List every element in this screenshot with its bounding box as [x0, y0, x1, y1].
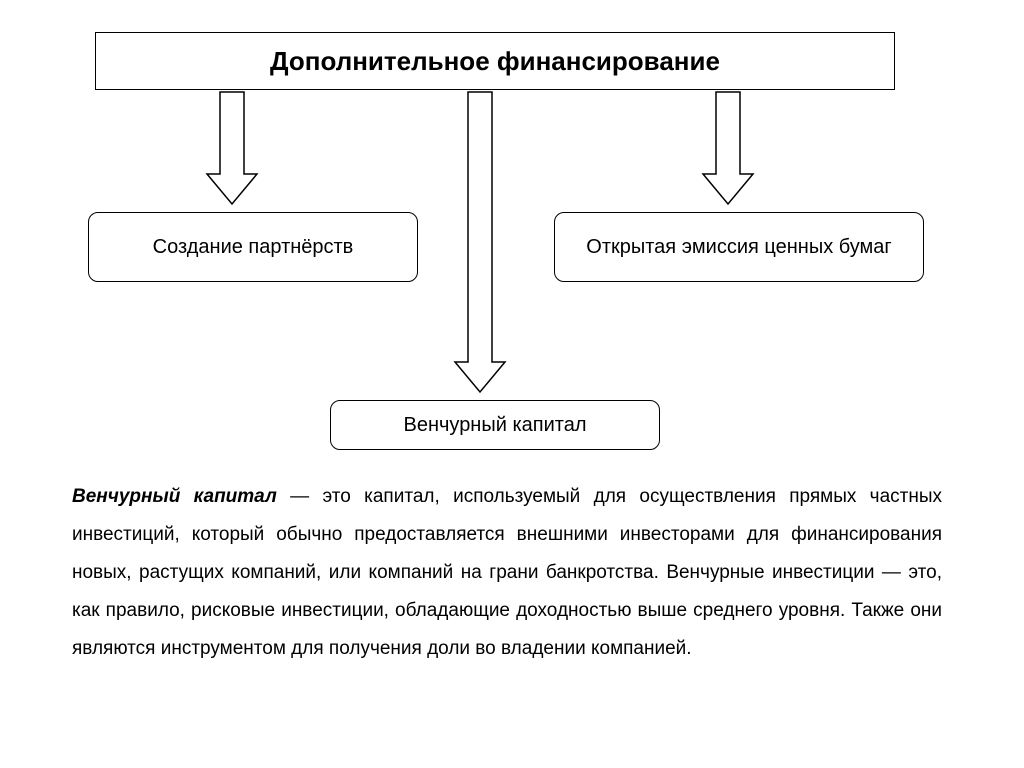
diagram-canvas: Дополнительное финансирование Создание п…	[0, 0, 1024, 768]
arrow-down-right	[703, 92, 753, 204]
arrow-down-center	[455, 92, 505, 392]
definition-body: — это капитал, используемый для осуществ…	[72, 486, 942, 659]
node-securities: Открытая эмиссия ценных бумаг	[554, 212, 924, 282]
definition-term: Венчурный капитал	[72, 486, 277, 507]
node-partnerships: Создание партнёрств	[88, 212, 418, 282]
node-venture-capital-label: Венчурный капитал	[393, 409, 596, 441]
node-venture-capital: Венчурный капитал	[330, 400, 660, 450]
title-box: Дополнительное финансирование	[95, 32, 895, 90]
title-text: Дополнительное финансирование	[270, 46, 720, 77]
node-partnerships-label: Создание партнёрств	[143, 231, 364, 263]
node-securities-label: Открытая эмиссия ценных бумаг	[576, 231, 901, 263]
arrow-down-left	[207, 92, 257, 204]
definition-paragraph: Венчурный капитал — это капитал, использ…	[72, 478, 942, 668]
